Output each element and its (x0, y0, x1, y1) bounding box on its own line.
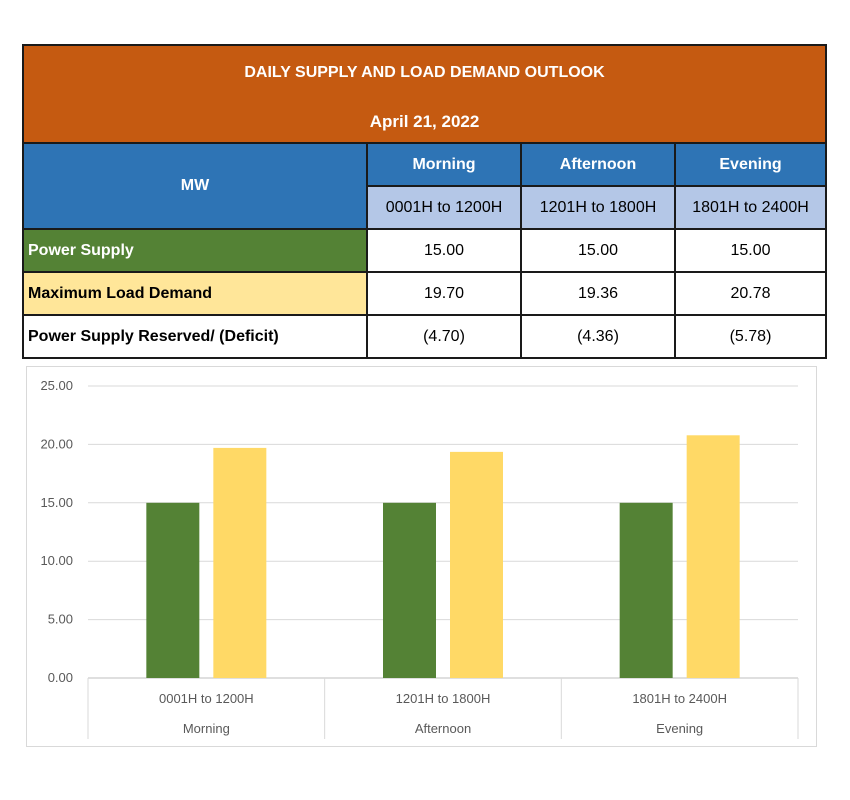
period-header-morning: Morning (368, 144, 522, 187)
table-cell: 19.70 (368, 273, 522, 316)
bar-series2-evening (686, 435, 740, 678)
y-tick-label: 25.00 (40, 378, 73, 393)
table-cell: 19.36 (522, 273, 676, 316)
table-title-band: DAILY SUPPLY AND LOAD DEMAND OUTLOOK Apr… (24, 46, 825, 144)
period-range-morning: 0001H to 1200H (368, 187, 522, 230)
table-cell: 15.00 (522, 230, 676, 273)
table-cell: (4.70) (368, 316, 522, 357)
chart-canvas: 0.00 5.00 10.00 15.00 20.00 25.00 0001H to 120… (40, 378, 799, 739)
row-label-power-supply: Power Supply (24, 230, 368, 273)
x-category-group-label: Evening (656, 721, 703, 736)
period-header-afternoon: Afternoon (522, 144, 676, 187)
y-tick-label: 15.00 (40, 495, 73, 510)
y-tick-label: 0.00 (48, 670, 73, 685)
bar-chart: 0.00 5.00 10.00 15.00 20.00 25.00 0001H to 120… (26, 366, 817, 747)
table-title: DAILY SUPPLY AND LOAD DEMAND OUTLOOK (244, 64, 605, 81)
unit-header: MW (24, 144, 368, 230)
y-tick-label: 20.00 (40, 436, 73, 451)
table-cell: 15.00 (676, 230, 825, 273)
table-cell: (4.36) (522, 316, 676, 357)
bar-series2-morning (213, 447, 267, 678)
bar-series2-afternoon (450, 451, 503, 678)
table-date: April 21, 2022 (369, 112, 480, 131)
y-tick-label: 10.00 (40, 553, 73, 568)
table-cell: 20.78 (676, 273, 825, 316)
table-cell: (5.78) (676, 316, 825, 357)
bar-series1-evening (619, 502, 673, 678)
x-category-group-label: Afternoon (415, 721, 471, 736)
x-category-group-label: Morning (183, 721, 230, 736)
bar-series1-morning (146, 502, 200, 678)
bar-series1-afternoon (383, 502, 436, 678)
period-header-evening: Evening (676, 144, 825, 187)
period-range-evening: 1801H to 2400H (676, 187, 825, 230)
x-category-label: 0001H to 1200H (159, 691, 254, 706)
period-range-afternoon: 1201H to 1800H (522, 187, 676, 230)
row-label-reserve-deficit: Power Supply Reserved/ (Deficit) (24, 316, 368, 357)
row-label-max-load-demand: Maximum Load Demand (24, 273, 368, 316)
x-category-label: 1801H to 2400H (632, 691, 727, 706)
y-tick-label: 5.00 (48, 612, 73, 627)
table-cell: 15.00 (368, 230, 522, 273)
supply-demand-table: DAILY SUPPLY AND LOAD DEMAND OUTLOOK Apr… (22, 44, 827, 359)
x-category-label: 1201H to 1800H (396, 691, 491, 706)
